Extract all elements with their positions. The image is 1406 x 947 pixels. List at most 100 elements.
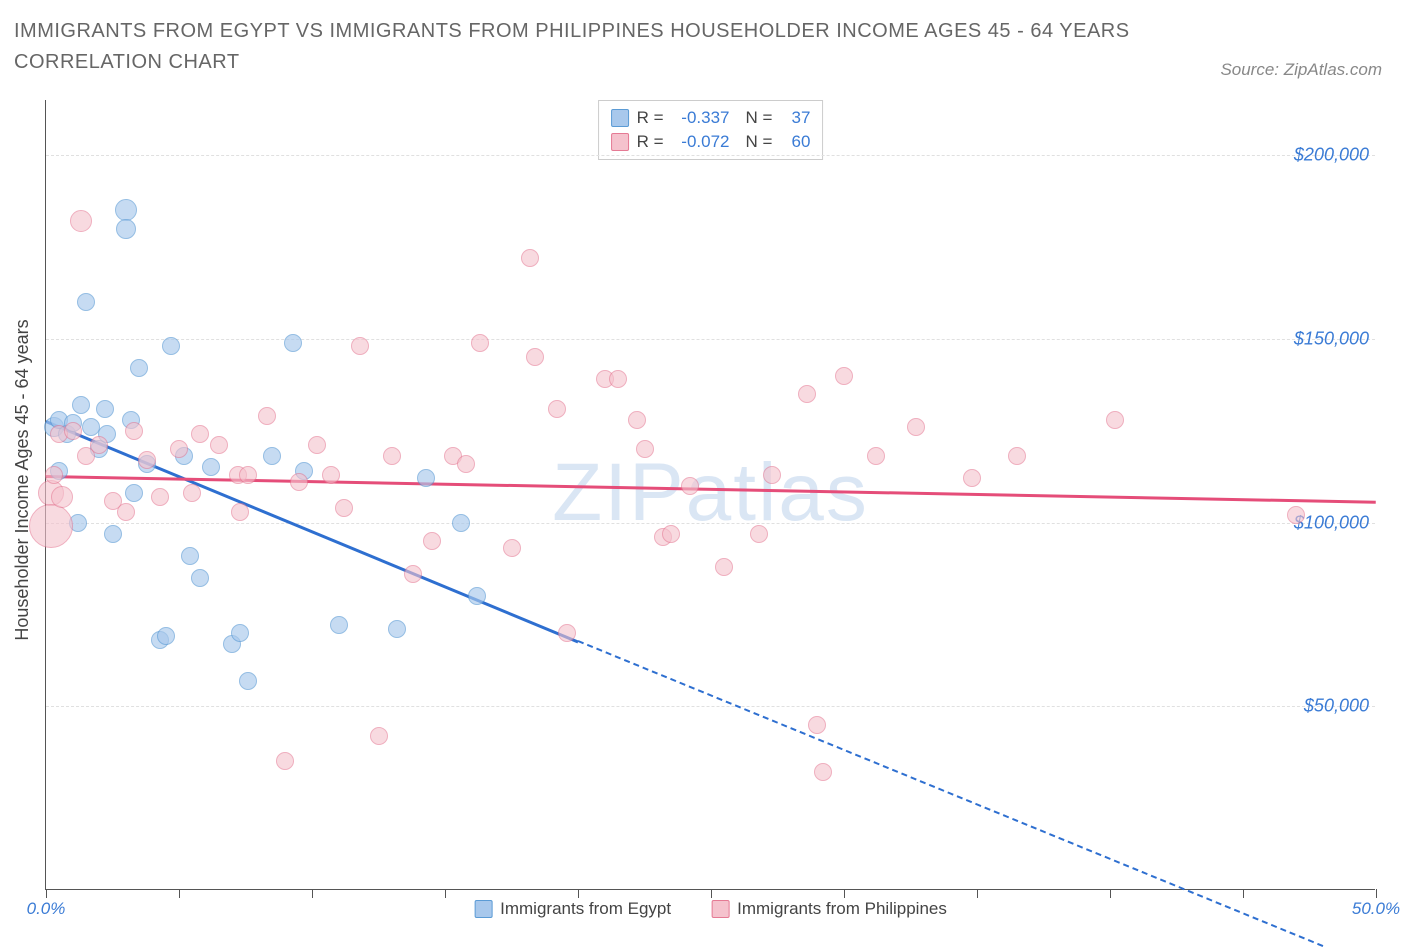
data-point-philippines <box>183 484 201 502</box>
data-point-philippines <box>867 447 885 465</box>
data-point-philippines <box>750 525 768 543</box>
data-point-philippines <box>258 407 276 425</box>
x-tick <box>1110 889 1111 898</box>
data-point-philippines <box>125 422 143 440</box>
x-tick <box>1243 889 1244 898</box>
data-point-egypt <box>468 587 486 605</box>
x-tick <box>179 889 180 898</box>
data-point-egypt <box>116 219 136 239</box>
data-point-egypt <box>452 514 470 532</box>
data-point-philippines <box>210 436 228 454</box>
data-point-philippines <box>814 763 832 781</box>
legend-row: R = -0.072 N = 60 <box>611 130 811 154</box>
root: IMMIGRANTS FROM EGYPT VS IMMIGRANTS FROM… <box>0 0 1406 930</box>
data-point-philippines <box>526 348 544 366</box>
data-point-philippines <box>636 440 654 458</box>
data-point-philippines <box>963 469 981 487</box>
data-point-philippines <box>715 558 733 576</box>
x-tick <box>844 889 845 898</box>
data-point-philippines <box>763 466 781 484</box>
x-tick-label: 0.0% <box>27 899 66 919</box>
x-tick <box>445 889 446 898</box>
data-point-philippines <box>548 400 566 418</box>
data-point-philippines <box>335 499 353 517</box>
y-tick-label: $150,000 <box>1294 328 1369 349</box>
legend-swatch <box>611 109 629 127</box>
legend-swatch <box>474 900 492 918</box>
data-point-egypt <box>202 458 220 476</box>
legend-item: Immigrants from Egypt <box>474 899 671 919</box>
n-value: 60 <box>780 132 810 152</box>
data-point-philippines <box>1287 506 1305 524</box>
legend-swatch <box>711 900 729 918</box>
gridline <box>46 155 1375 156</box>
legend-item: Immigrants from Philippines <box>711 899 947 919</box>
data-point-philippines <box>907 418 925 436</box>
data-point-philippines <box>609 370 627 388</box>
data-point-philippines <box>503 539 521 557</box>
data-point-philippines <box>351 337 369 355</box>
gridline <box>46 706 1375 707</box>
y-tick-label: $200,000 <box>1294 145 1369 166</box>
x-tick <box>1376 889 1377 898</box>
data-point-philippines <box>45 466 63 484</box>
r-value: -0.072 <box>672 132 730 152</box>
data-point-philippines <box>170 440 188 458</box>
data-point-philippines <box>1008 447 1026 465</box>
data-point-philippines <box>808 716 826 734</box>
data-point-philippines <box>404 565 422 583</box>
x-tick-label: 50.0% <box>1352 899 1400 919</box>
data-point-egypt <box>77 293 95 311</box>
data-point-philippines <box>276 752 294 770</box>
data-point-egypt <box>330 616 348 634</box>
data-point-philippines <box>423 532 441 550</box>
data-point-philippines <box>51 486 73 508</box>
data-point-philippines <box>370 727 388 745</box>
data-point-philippines <box>1106 411 1124 429</box>
data-point-philippines <box>471 334 489 352</box>
r-value: -0.337 <box>672 108 730 128</box>
watermark-bold: ZIP <box>552 447 686 538</box>
data-point-philippines <box>322 466 340 484</box>
data-point-egypt <box>125 484 143 502</box>
data-point-egypt <box>104 525 122 543</box>
data-point-philippines <box>558 624 576 642</box>
data-point-egypt <box>231 624 249 642</box>
r-label: R = <box>637 108 664 128</box>
data-point-egypt <box>284 334 302 352</box>
data-point-philippines <box>457 455 475 473</box>
x-tick <box>578 889 579 898</box>
data-point-egypt <box>263 447 281 465</box>
legend-row: R =-0.337N =37 <box>611 106 811 130</box>
data-point-philippines <box>70 210 92 232</box>
n-label: N = <box>746 132 773 152</box>
x-tick <box>312 889 313 898</box>
data-point-egypt <box>191 569 209 587</box>
data-point-egypt <box>157 627 175 645</box>
r-label: R = <box>637 132 664 152</box>
data-point-philippines <box>191 425 209 443</box>
data-point-egypt <box>388 620 406 638</box>
correlation-legend: R = -0.337 N = 37R = -0.072 N = 60 <box>598 100 824 160</box>
data-point-philippines <box>521 249 539 267</box>
x-tick <box>711 889 712 898</box>
data-point-philippines <box>628 411 646 429</box>
data-point-egypt <box>130 359 148 377</box>
data-point-philippines <box>290 473 308 491</box>
data-point-philippines <box>383 447 401 465</box>
data-point-philippines <box>681 477 699 495</box>
data-point-philippines <box>151 488 169 506</box>
x-tick <box>46 889 47 898</box>
watermark: ZIPatlas <box>552 446 869 540</box>
n-value: 37 <box>780 108 810 128</box>
chart-plot-area: ZIPatlas R =-0.337N =37R =-0.072N =60 Im… <box>45 100 1375 890</box>
data-point-philippines <box>29 504 73 548</box>
data-point-philippines <box>239 466 257 484</box>
legend-label: Immigrants from Egypt <box>500 899 671 919</box>
x-tick <box>977 889 978 898</box>
gridline <box>46 523 1375 524</box>
data-point-philippines <box>138 451 156 469</box>
data-point-philippines <box>231 503 249 521</box>
data-point-egypt <box>96 400 114 418</box>
data-point-philippines <box>64 422 82 440</box>
